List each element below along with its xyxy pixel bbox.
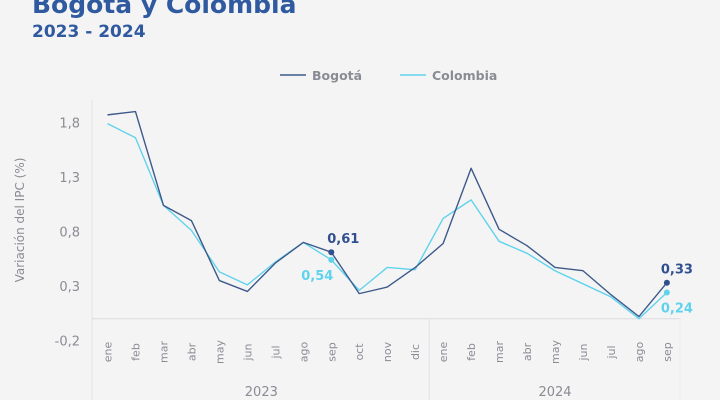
y-tick-label: 1,8 xyxy=(59,117,80,132)
data-label: 0,24 xyxy=(661,302,693,317)
year-label: 2024 xyxy=(538,385,571,400)
x-tick-label: ago xyxy=(633,342,646,363)
data-point-marker xyxy=(663,289,670,296)
y-tick-label: 1,3 xyxy=(59,171,80,186)
x-tick-label: jun xyxy=(241,343,254,361)
x-tick-label: abr xyxy=(521,342,534,361)
x-tick-label: jun xyxy=(577,343,590,361)
x-tick-label: mar xyxy=(493,341,506,363)
x-tick-label: feb xyxy=(129,343,142,361)
series-line-colombia xyxy=(107,122,668,320)
x-tick-label: ene xyxy=(102,342,115,363)
y-tick-label: 0,8 xyxy=(59,226,80,241)
series-line-bogotá xyxy=(107,110,668,318)
x-tick-label: sep xyxy=(661,342,674,361)
year-label: 2023 xyxy=(245,385,278,400)
chart-title: Bogotá y Colombia xyxy=(32,0,297,19)
legend-label-bogotá: Bogotá xyxy=(312,68,362,83)
x-tick-label: jul xyxy=(605,345,618,359)
data-point-marker xyxy=(328,249,335,256)
x-tick-label: ago xyxy=(297,342,310,363)
x-tick-label: mar xyxy=(157,341,170,363)
x-tick-label: jul xyxy=(269,345,282,359)
data-label: 0,33 xyxy=(661,263,693,278)
x-tick-label: ene xyxy=(437,342,450,363)
legend-label-colombia: Colombia xyxy=(432,68,497,83)
data-label: 0,54 xyxy=(301,269,333,284)
data-label: 0,61 xyxy=(327,232,359,247)
y-tick-label: -0,2 xyxy=(55,335,80,350)
chart-subtitle: 2023 - 2024 xyxy=(32,22,146,42)
x-tick-label: may xyxy=(213,340,226,364)
x-tick-label: sep xyxy=(325,342,338,361)
x-tick-label: may xyxy=(549,340,562,364)
x-tick-label: abr xyxy=(185,342,198,361)
x-tick-label: oct xyxy=(353,343,366,361)
y-axis-label: Variación del IPC (%) xyxy=(13,158,27,283)
x-tick-label: dic xyxy=(409,344,422,360)
data-point-marker xyxy=(663,279,670,286)
x-tick-label: feb xyxy=(465,343,478,361)
x-tick-label: nov xyxy=(381,341,394,362)
data-point-marker xyxy=(328,256,335,263)
y-tick-label: 0,3 xyxy=(59,280,80,295)
